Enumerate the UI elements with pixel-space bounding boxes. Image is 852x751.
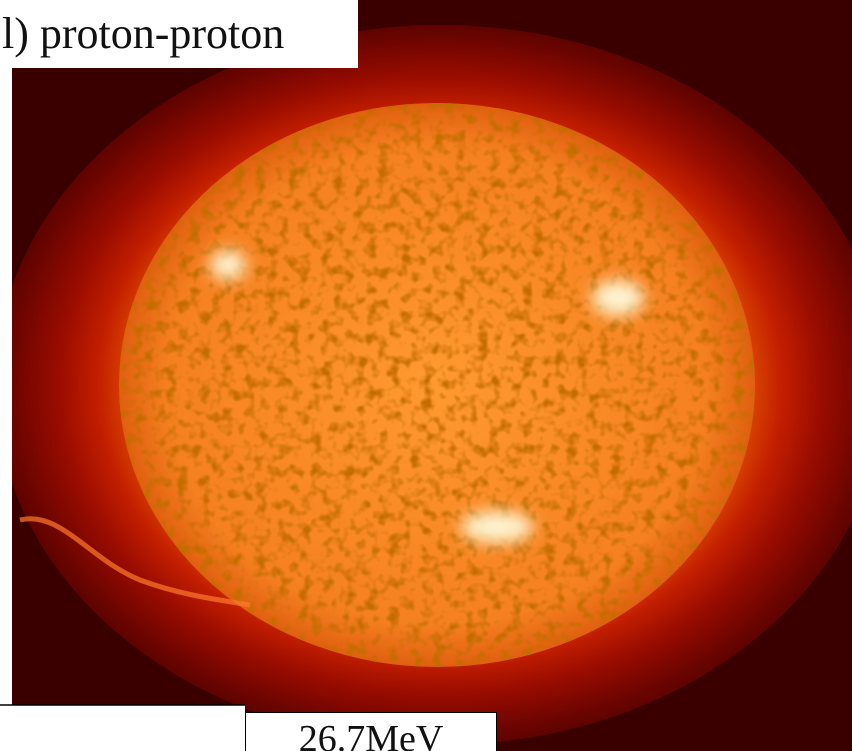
sun-image [0, 0, 852, 751]
page: l) proton-proton 26.7MeV (() => { const … [0, 0, 852, 751]
title-label: l) proton-proton [0, 0, 358, 68]
left-margin [0, 0, 12, 751]
granulation [119, 103, 755, 667]
bottom-margin [0, 705, 245, 751]
energy-label: 26.7MeV [245, 712, 497, 751]
